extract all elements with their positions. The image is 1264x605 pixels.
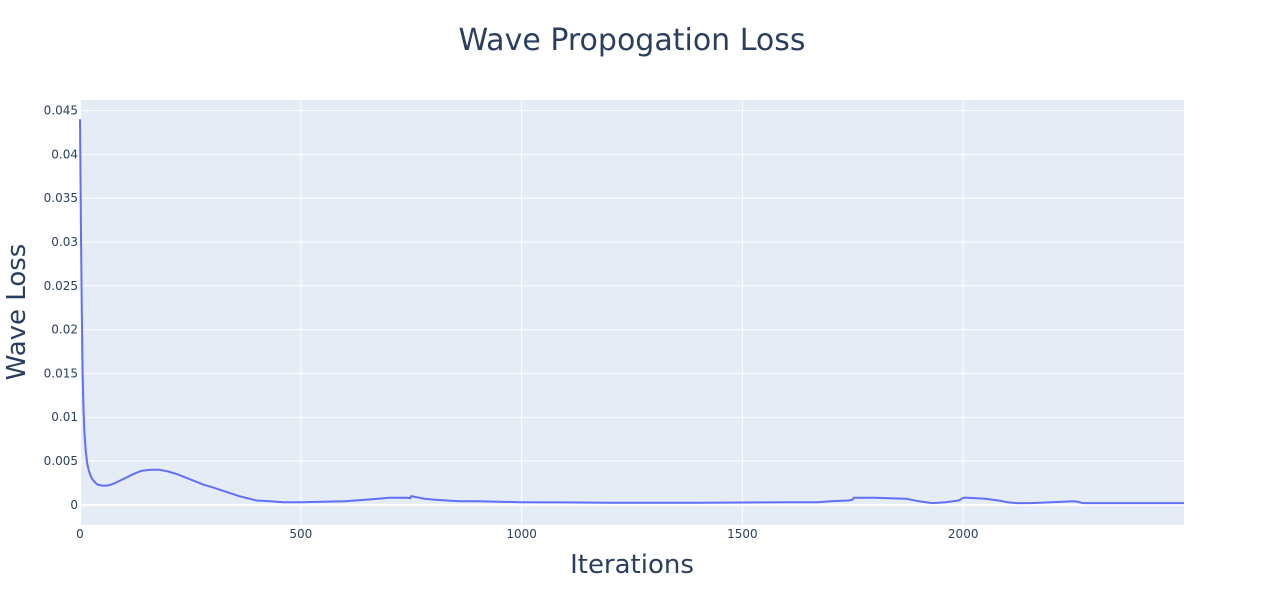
grid [79,100,1184,525]
y-tick-label: 0.045 [44,104,78,118]
y-tick-label: 0.04 [51,147,78,161]
axis-ticks: 0 0.005 0.01 0.015 0.02 0.025 0.03 0.035 0.04 0.0… [44,104,979,541]
y-tick-label: 0.03 [51,235,78,249]
y-tick-label: 0.025 [44,279,78,293]
plot-background [80,100,1184,525]
chart-title: Wave Propogation Loss [458,23,805,58]
series-layer [79,119,1184,505]
x-tick-label: 2000 [948,527,979,541]
x-tick-label: 1500 [727,527,758,541]
y-tick-label: 0.01 [51,410,78,424]
y-tick-label: 0.015 [44,366,78,380]
y-tick-label: 0.02 [51,323,78,337]
y-axis-title: Wave Loss [2,244,32,381]
y-tick-label: 0 [70,498,78,512]
x-tick-label: 1000 [506,527,537,541]
loss-line [79,119,1184,505]
x-axis-title: Iterations [570,550,694,580]
x-tick-label: 0 [76,527,84,541]
x-tick-label: 500 [289,527,312,541]
y-tick-label: 0.005 [44,454,78,468]
y-tick-label: 0.035 [44,191,78,205]
